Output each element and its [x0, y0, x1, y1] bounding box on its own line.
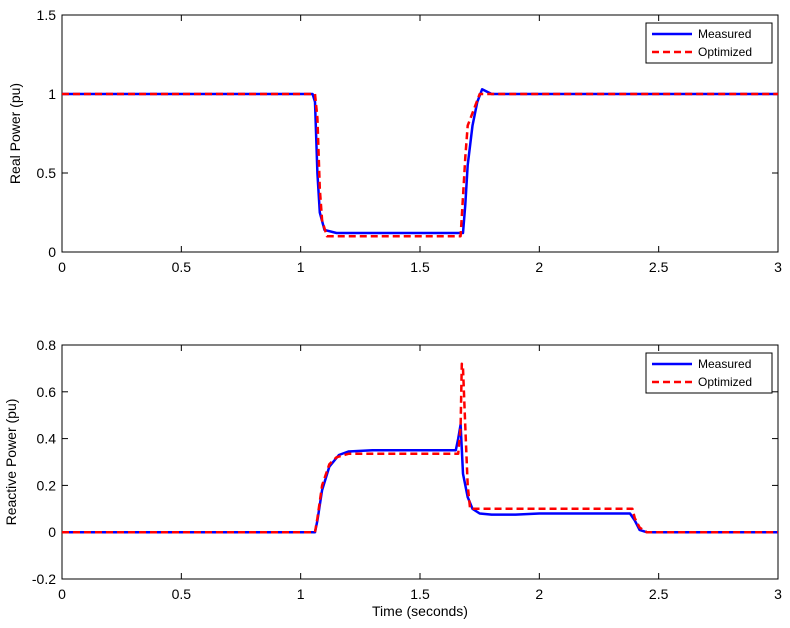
x-tick-label: 2.5 [649, 259, 669, 275]
x-tick-label: 0 [58, 259, 66, 275]
x-tick-label: 2 [535, 259, 543, 275]
y-tick-label: -0.2 [32, 571, 56, 587]
legend: Measured Optimized [645, 352, 773, 394]
y-tick-label: 1 [48, 86, 56, 102]
x-tick-label: 0.5 [172, 259, 192, 275]
legend-box [645, 22, 773, 64]
y-tick-label: 0 [48, 524, 56, 540]
x-tick-label: 1.5 [410, 259, 430, 275]
y-tick-label: 0.8 [37, 337, 57, 353]
legend-label-measured: Measured [698, 27, 751, 41]
legend: Measured Optimized [645, 22, 773, 64]
x-tick-label: 1 [297, 586, 305, 602]
y-tick-label: 1.5 [37, 7, 57, 23]
legend-label-optimized: Optimized [698, 375, 752, 389]
y-tick-label: 0.5 [37, 165, 57, 181]
x-tick-label: 3 [774, 586, 782, 602]
x-axis-label: Time (seconds) [372, 603, 468, 619]
y-axis-label: Reactive Power (pu) [3, 399, 19, 526]
y-tick-label: 0.2 [37, 477, 57, 493]
x-tick-label: 0 [58, 586, 66, 602]
series-line-optimized [62, 92, 778, 238]
series-line-optimized [62, 362, 778, 534]
legend-label-measured: Measured [698, 357, 751, 371]
x-tick-label: 1 [297, 259, 305, 275]
real-power-panel: 0 0.5 1 1.5 2 2.5 3 0 0.5 1 1.5 Real Power (pu) Meas… [7, 7, 782, 275]
legend-box [645, 352, 773, 394]
y-tick-label: 0.4 [37, 431, 57, 447]
x-tick-label: 3 [774, 259, 782, 275]
x-tick-label: 2 [535, 586, 543, 602]
x-tick-label: 0.5 [172, 586, 192, 602]
x-tick-label: 1.5 [410, 586, 430, 602]
y-tick-label: 0 [48, 244, 56, 260]
y-axis-label: Real Power (pu) [7, 83, 23, 184]
y-tick-label: 0.6 [37, 384, 57, 400]
legend-label-optimized: Optimized [698, 45, 752, 59]
x-tick-label: 2.5 [649, 586, 669, 602]
